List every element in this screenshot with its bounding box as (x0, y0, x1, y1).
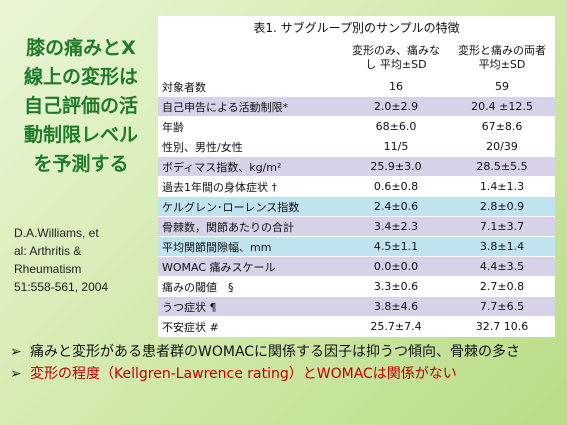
data-table: 変形のみ、痛みなし 平均±SD 変形と痛みの両者 平均±SD 対象者数 16 59 自… (158, 40, 555, 337)
table-row: 平均関節間隙幅、mm 4.5±1.1 3.8±1.4 (158, 236, 555, 257)
row-label: 自己申告による活動制限* (158, 96, 343, 117)
table-row: 不安症状 #25.7±7.4 32.7 10.6 (158, 316, 555, 337)
value-deformity-and-pain: 3.8±1.4 (449, 236, 555, 257)
value-deformity-and-pain: 7.7±6.5 (449, 296, 555, 317)
slide-title: 膝の痛みとX 線上の変形は 自己評価の活 動制限レベル を予測する (8, 34, 154, 179)
table-row: WOMAC 痛みスケール 0.0±0.0 4.4±3.5 (158, 256, 555, 277)
citation-line: D.A.Williams, et (14, 226, 99, 240)
table-caption: 表1. サブグループ別のサンプルの特徴 (158, 16, 555, 40)
table-row: ケルグレン･ローレンス指数 2.4±0.6 2.8±0.9 (158, 196, 555, 217)
citation-line: 51:558-561, 2004 (14, 280, 109, 294)
value-deformity-only: 68±6.0 (343, 116, 449, 137)
row-label: ボディマス指数、kg/m² (158, 156, 343, 177)
table-row: ボディマス指数、kg/m² 25.9±3.0 28.5±5.5 (158, 156, 555, 177)
value-deformity-and-pain: 20/39 (449, 136, 555, 157)
value-deformity-only: 25.9±3.0 (343, 156, 449, 177)
table-row: 骨棘数，関節あたりの合計 3.4±2.3 7.1±3.7 (158, 216, 555, 237)
row-label: 対象者数 (158, 76, 343, 97)
value-deformity-and-pain: 4.4±3.5 (449, 256, 555, 277)
value-deformity-only: 3.4±2.3 (343, 216, 449, 237)
table-row: 性別、男性/女性 11/5 20/39 (158, 136, 555, 157)
row-label: 過去1年間の身体症状 † (158, 176, 343, 197)
value-deformity-and-pain: 32.7 10.6 (449, 316, 555, 337)
value-deformity-only: 16 (343, 76, 449, 97)
row-label: 骨棘数，関節あたりの合計 (158, 216, 343, 237)
row-label: 性別、男性/女性 (158, 136, 343, 157)
value-deformity-and-pain: 1.4±1.3 (449, 176, 555, 197)
row-label: 年齢 (158, 116, 343, 137)
row-label: ケルグレン･ローレンス指数 (158, 196, 343, 217)
value-deformity-only: 4.5±1.1 (343, 236, 449, 257)
value-deformity-only: 2.4±0.6 (343, 196, 449, 217)
bullet-item: ➢ 変形の程度（Kellgren-Lawrence rating）とWOMACは… (10, 363, 562, 385)
bullet-text: 変形の程度（Kellgren-Lawrence rating）とWOMACは関係… (30, 366, 457, 382)
arrow-bullet-icon: ➢ (10, 366, 22, 382)
table-row: 自己申告による活動制限* 2.0±2.9 20.4 ±12.5 (158, 96, 555, 117)
value-deformity-and-pain: 59 (449, 76, 555, 97)
title-line: 膝の痛みとX (26, 37, 136, 59)
table-row: 対象者数 16 59 (158, 76, 555, 97)
value-deformity-only: 0.0±0.0 (343, 256, 449, 277)
citation: D.A.Williams, et al: Arthritis & Rheumat… (14, 224, 154, 296)
bullet-text: 痛みと変形がある患者群のWOMACに関係する因子は抑うつ傾向、骨棘の多さ (30, 344, 521, 360)
table-row: 過去1年間の身体症状 † 0.6±0.8 1.4±1.3 (158, 176, 555, 197)
title-line: を予測する (33, 153, 129, 175)
row-label: 不安症状 # (158, 316, 343, 337)
header-deformity-only: 変形のみ、痛みなし 平均±SD (343, 40, 449, 77)
value-deformity-and-pain: 2.7±0.8 (449, 276, 555, 297)
row-label: 痛みの閾値 § (158, 276, 343, 297)
value-deformity-only: 3.3±0.6 (343, 276, 449, 297)
row-label: WOMAC 痛みスケール (158, 256, 343, 277)
value-deformity-and-pain: 7.1±3.7 (449, 216, 555, 237)
row-label: うつ症状 ¶ (158, 296, 343, 317)
citation-line: Rheumatism (14, 262, 82, 276)
value-deformity-and-pain: 2.8±0.9 (449, 196, 555, 217)
table-header-row: 変形のみ、痛みなし 平均±SD 変形と痛みの両者 平均±SD (158, 40, 555, 77)
table-row: うつ症状 ¶ 3.8±4.6 7.7±6.5 (158, 296, 555, 317)
bullet-item: ➢ 痛みと変形がある患者群のWOMACに関係する因子は抑うつ傾向、骨棘の多さ (10, 341, 562, 363)
value-deformity-and-pain: 20.4 ±12.5 (449, 96, 555, 117)
bullet-list: ➢ 痛みと変形がある患者群のWOMACに関係する因子は抑うつ傾向、骨棘の多さ ➢… (10, 341, 562, 385)
citation-line: al: Arthritis & (14, 244, 82, 258)
value-deformity-only: 0.6±0.8 (343, 176, 449, 197)
characteristics-table: 表1. サブグループ別のサンプルの特徴 変形のみ、痛みなし 平均±SD 変形と痛… (158, 16, 555, 337)
arrow-bullet-icon: ➢ (10, 344, 22, 360)
value-deformity-only: 2.0±2.9 (343, 96, 449, 117)
table-row: 痛みの閾値 § 3.3±0.6 2.7±0.8 (158, 276, 555, 297)
value-deformity-only: 25.7±7.4 (343, 316, 449, 337)
title-line: 線上の変形は (23, 66, 138, 88)
title-line: 動制限レベル (23, 124, 138, 146)
header-deformity-and-pain: 変形と痛みの両者 平均±SD (449, 40, 555, 77)
value-deformity-only: 3.8±4.6 (343, 296, 449, 317)
table-row: 年齢 68±6.0 67±8.6 (158, 116, 555, 137)
value-deformity-and-pain: 28.5±5.5 (449, 156, 555, 177)
title-line: 自己評価の活 (23, 95, 138, 117)
header-blank (158, 40, 343, 77)
value-deformity-and-pain: 67±8.6 (449, 116, 555, 137)
row-label: 平均関節間隙幅、mm (158, 236, 343, 257)
value-deformity-only: 11/5 (343, 136, 449, 157)
